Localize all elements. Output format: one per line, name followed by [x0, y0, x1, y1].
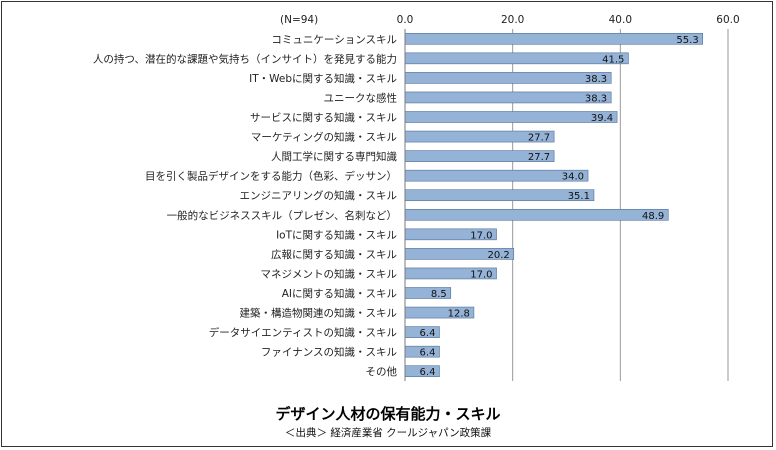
bar — [404, 91, 612, 104]
category-label: ファイナンスの知識・スキル — [261, 346, 397, 359]
category-label: コミュニケーションスキル — [271, 34, 397, 46]
value-label: 55.3 — [676, 35, 698, 46]
value-label: 17.0 — [470, 269, 492, 280]
chart-title: デザイン人材の保有能力・スキル — [275, 405, 501, 423]
category-label: マーケティングの知識・スキル — [251, 131, 397, 144]
category-label: AIに関する知識・スキル — [282, 287, 397, 300]
x-tick-label: 40.0 — [609, 14, 632, 26]
value-label: 8.5 — [431, 289, 447, 300]
category-label: IT・Webに関する知識・スキル — [249, 72, 397, 85]
bar — [404, 52, 629, 65]
value-label: 12.8 — [448, 309, 470, 320]
bars — [404, 32, 703, 378]
value-label: 39.4 — [591, 113, 613, 124]
category-label: マネジメントの知識・スキル — [261, 267, 398, 280]
value-label: 41.5 — [602, 54, 624, 65]
value-label: 6.4 — [420, 328, 436, 339]
bar — [404, 189, 595, 202]
value-label: 27.7 — [528, 152, 550, 163]
bar — [404, 32, 703, 45]
value-label: 20.2 — [487, 250, 509, 261]
value-label: 27.7 — [528, 133, 550, 144]
value-label: 48.9 — [642, 211, 664, 222]
category-label: 人間工学に関する専門知識 — [271, 150, 397, 163]
bar — [404, 72, 612, 84]
value-label: 38.3 — [585, 74, 607, 85]
x-axis-ticks: 0.0 20.0 40.0 60.0 — [397, 14, 740, 26]
value-label: 34.0 — [562, 172, 584, 183]
sample-size-label: (N=94) — [280, 14, 318, 26]
category-label: データサイエンティストの知識・スキル — [209, 326, 397, 339]
value-label: 38.3 — [585, 93, 607, 104]
source-note: ＜出典＞ 経済産業省 クールジャパン政策課 — [285, 427, 492, 439]
category-label: 建築・構造物関連の知識・スキル — [240, 307, 398, 320]
category-label: サービスに関する知識・スキル — [250, 111, 397, 124]
bar — [404, 208, 669, 221]
x-tick-label: 20.0 — [501, 14, 524, 26]
bar-chart: 0.0 20.0 40.0 60.0 コミュニケーションスキル人の持つ、潜在的な課題や… — [93, 14, 740, 381]
category-label: エンジニアリングの知識・スキル — [240, 189, 398, 202]
category-label: IoTに関する知識・スキル — [276, 228, 397, 241]
category-label: 広報に関する知識・スキル — [271, 248, 397, 261]
bar — [404, 111, 618, 123]
bar — [404, 169, 589, 182]
category-label: 人の持つ、潜在的な課題や気持ち（インサイト）を発見する能力 — [93, 52, 397, 65]
x-tick-label: 0.0 — [397, 14, 414, 26]
value-label: 6.4 — [420, 348, 436, 359]
category-label: 目を引く製品デザインをする能力（色彩、デッサン） — [145, 170, 397, 183]
category-labels: コミュニケーションスキル人の持つ、潜在的な課題や気持ち（インサイト）を発見する能… — [93, 34, 398, 378]
value-label: 35.1 — [568, 191, 590, 202]
category-label: ユニークな感性 — [324, 91, 398, 104]
value-labels: 55.3 41.5 38.3 38.3 39.4 27.7 27.7 34.0 35.1 48.9… — [420, 35, 699, 378]
category-label: その他 — [366, 365, 398, 378]
value-label: 6.4 — [420, 367, 436, 378]
value-label: 17.0 — [470, 230, 492, 241]
x-tick-label: 60.0 — [716, 14, 739, 26]
category-label: 一般的なビジネススキル（プレゼン、名刺など） — [167, 209, 397, 222]
